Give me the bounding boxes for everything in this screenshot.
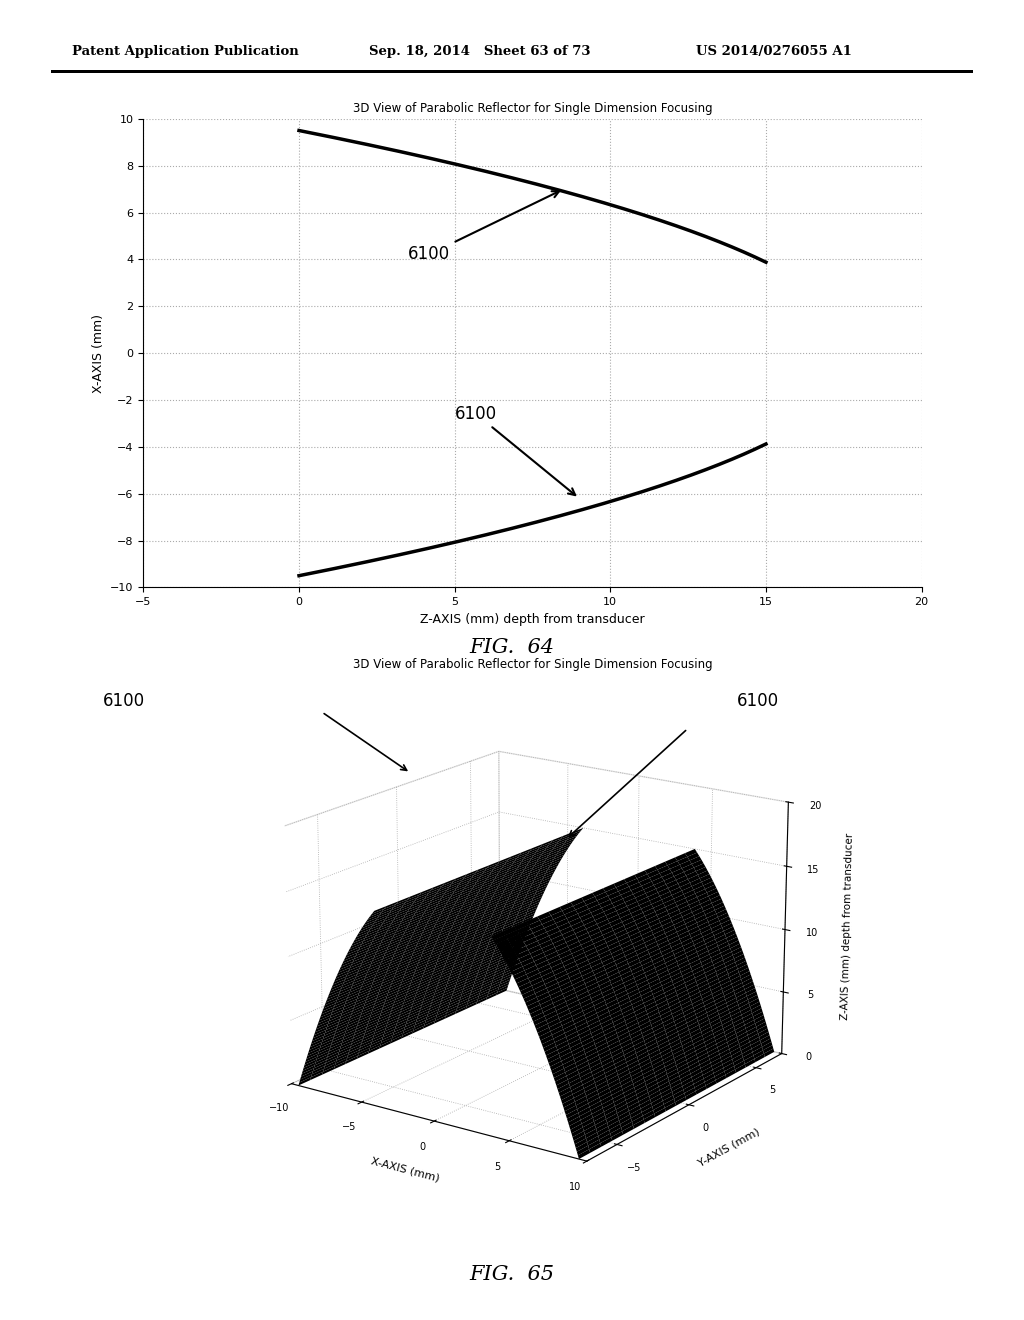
Text: 6100: 6100 <box>737 692 779 710</box>
Y-axis label: X-AXIS (mm): X-AXIS (mm) <box>92 314 104 392</box>
X-axis label: X-AXIS (mm): X-AXIS (mm) <box>371 1155 441 1183</box>
Text: Patent Application Publication: Patent Application Publication <box>72 45 298 58</box>
Text: 6100: 6100 <box>408 191 559 264</box>
Text: US 2014/0276055 A1: US 2014/0276055 A1 <box>696 45 852 58</box>
Text: Sep. 18, 2014   Sheet 63 of 73: Sep. 18, 2014 Sheet 63 of 73 <box>369 45 590 58</box>
Title: 3D View of Parabolic Reflector for Single Dimension Focusing: 3D View of Parabolic Reflector for Singl… <box>352 102 713 115</box>
Text: FIG.  64: FIG. 64 <box>469 639 555 657</box>
Text: 6100: 6100 <box>455 405 575 495</box>
Title: 3D View of Parabolic Reflector for Single Dimension Focusing: 3D View of Parabolic Reflector for Singl… <box>352 657 713 671</box>
Text: FIG.  65: FIG. 65 <box>469 1266 555 1284</box>
X-axis label: Z-AXIS (mm) depth from transducer: Z-AXIS (mm) depth from transducer <box>420 612 645 626</box>
Y-axis label: Y-AXIS (mm): Y-AXIS (mm) <box>696 1127 761 1168</box>
Text: 6100: 6100 <box>102 692 144 710</box>
